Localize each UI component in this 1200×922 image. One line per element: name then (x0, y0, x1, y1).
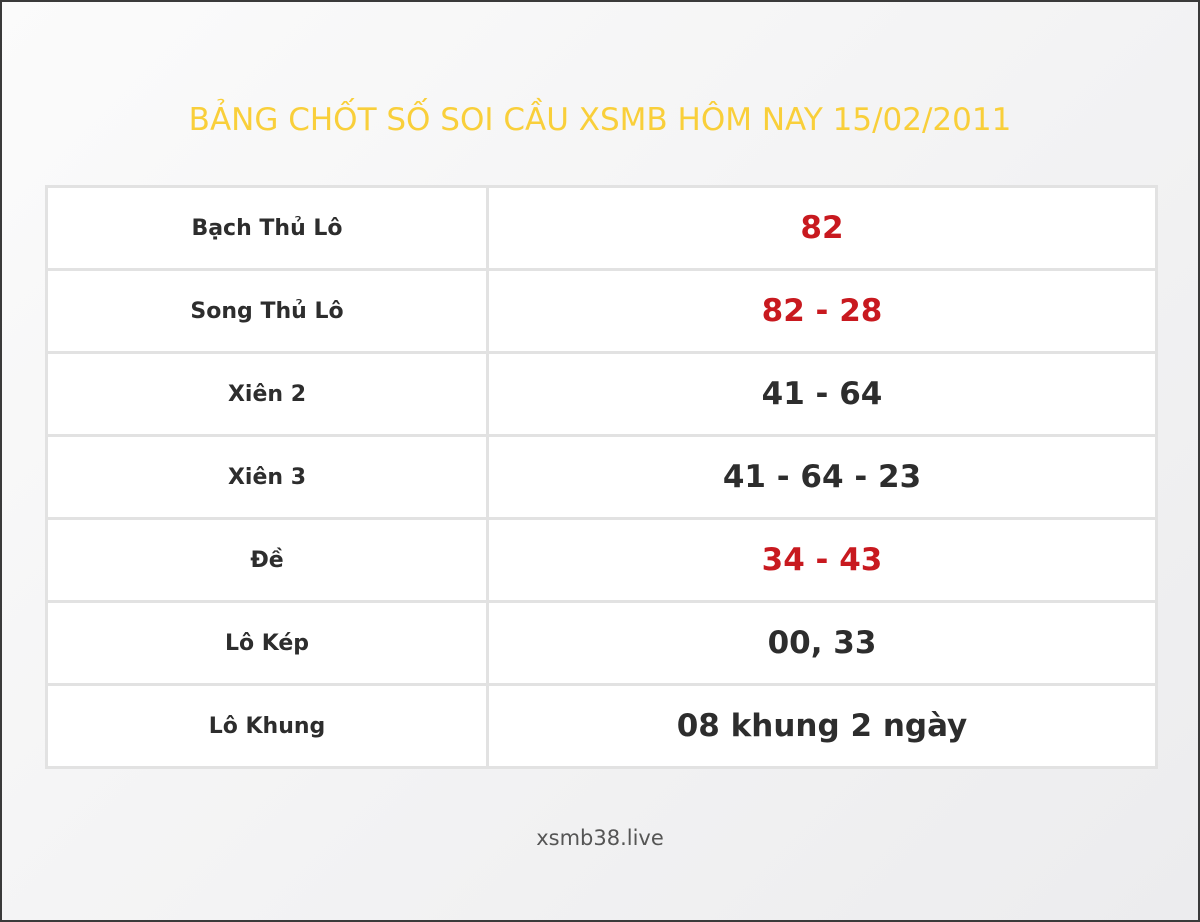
table-row: Lô Khung 08 khung 2 ngày (45, 683, 1158, 769)
table-row: Xiên 3 41 - 64 - 23 (45, 434, 1158, 520)
table-row: Lô Kép 00, 33 (45, 600, 1158, 686)
table-row: Xiên 2 41 - 64 (45, 351, 1158, 437)
row-label: Đề (45, 517, 489, 603)
row-label: Lô Khung (45, 683, 489, 769)
row-label: Xiên 3 (45, 434, 489, 520)
row-label: Lô Kép (45, 600, 489, 686)
table-row: Song Thủ Lô 82 - 28 (45, 268, 1158, 354)
row-value: 34 - 43 (486, 517, 1158, 603)
page-title: BẢNG CHỐT SỐ SOI CẦU XSMB HÔM NAY 15/02/… (188, 102, 1012, 138)
row-value: 41 - 64 (486, 351, 1158, 437)
row-label: Song Thủ Lô (45, 268, 489, 354)
row-label: Bạch Thủ Lô (45, 185, 489, 271)
row-value: 82 (486, 185, 1158, 271)
row-value: 08 khung 2 ngày (486, 683, 1158, 769)
row-value: 00, 33 (486, 600, 1158, 686)
row-value: 41 - 64 - 23 (486, 434, 1158, 520)
table-row: Đề 34 - 43 (45, 517, 1158, 603)
table-row: Bạch Thủ Lô 82 (45, 185, 1158, 271)
row-value: 82 - 28 (486, 268, 1158, 354)
site-footer: xsmb38.live (536, 826, 664, 850)
row-label: Xiên 2 (45, 351, 489, 437)
